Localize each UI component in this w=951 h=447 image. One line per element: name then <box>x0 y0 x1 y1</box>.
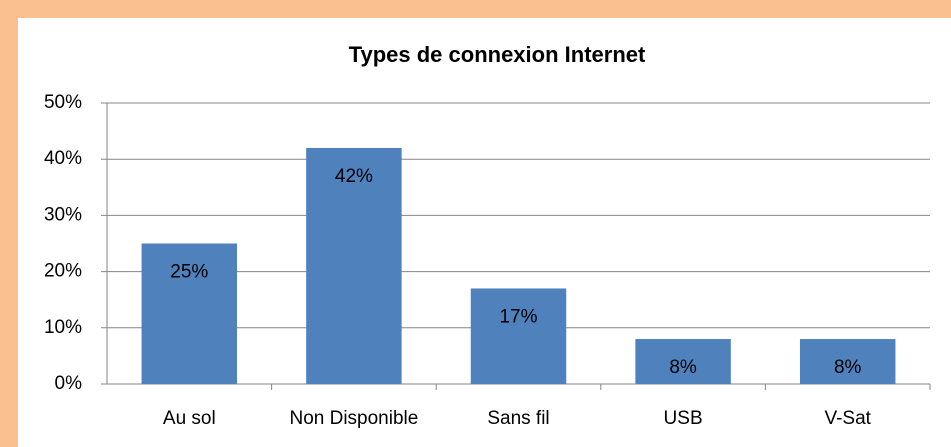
x-tick-label: USB <box>664 408 703 429</box>
bar <box>306 147 402 384</box>
x-tick-label: Sans fil <box>487 408 549 429</box>
x-tick-label: Non Disponible <box>289 408 418 429</box>
bar <box>470 288 567 384</box>
y-tick-label: 10% <box>44 317 82 338</box>
x-tick-label: Au sol <box>163 408 216 429</box>
value-label: 8% <box>834 357 862 378</box>
value-label: 17% <box>499 306 537 327</box>
y-tick-label: 0% <box>55 373 83 394</box>
y-tick-label: 20% <box>44 261 82 282</box>
x-tick-label: V-Sat <box>824 408 871 429</box>
value-label: 25% <box>170 262 208 283</box>
y-tick-label: 30% <box>44 204 82 225</box>
y-tick-label: 40% <box>44 148 82 169</box>
bar <box>141 243 238 384</box>
bar <box>799 339 896 384</box>
value-label: 42% <box>335 166 373 187</box>
chart-title: Types de connexion Internet <box>349 42 646 67</box>
y-tick-label: 50% <box>44 92 82 113</box>
bar <box>635 339 731 384</box>
value-label: 8% <box>669 357 697 378</box>
